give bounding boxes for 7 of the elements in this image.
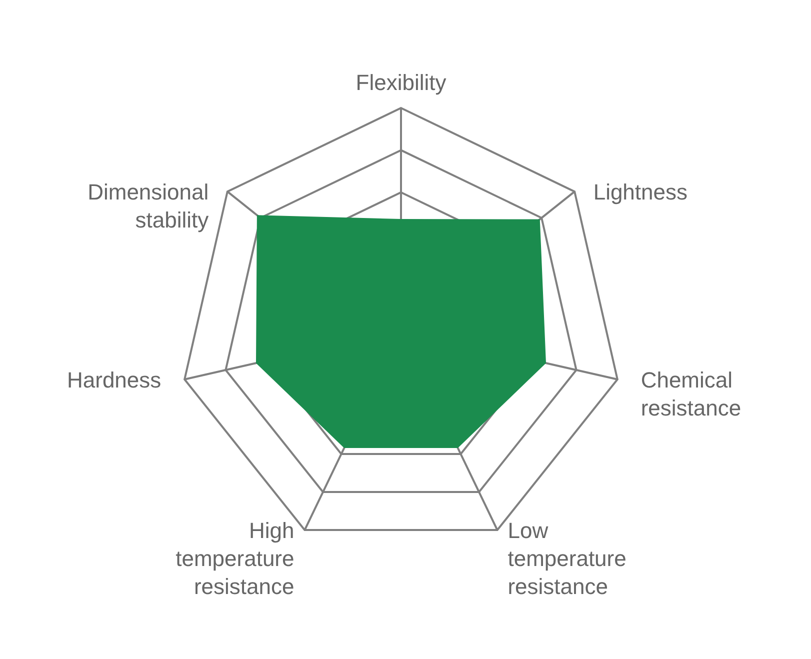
spoke-label: Dimensional stability <box>88 180 209 233</box>
spoke-label: Hardness <box>67 367 162 392</box>
spoke-label: Flexibility <box>356 70 446 95</box>
spoke-label: Chemical resistance <box>640 367 742 420</box>
spoke-label: Low temperature resistance <box>508 518 626 600</box>
spoke-label: Lightness <box>593 180 688 205</box>
spoke-label: High temperature resistance <box>176 518 294 600</box>
